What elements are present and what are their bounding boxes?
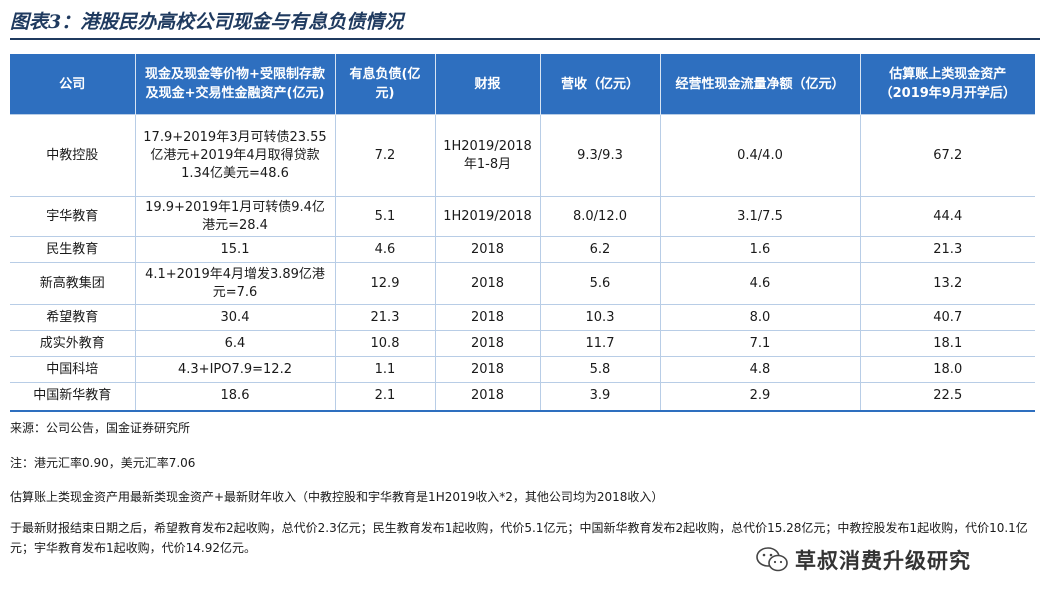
- header-revenue: 营收（亿元）: [540, 54, 661, 115]
- cell-estimated-cash: 18.1: [860, 330, 1035, 357]
- cell-report: 2018: [435, 304, 541, 331]
- acquisition-note: 于最新财报结束日期之后，希望教育发布2起收购，总代价2.3亿元；民生教育发布1起…: [10, 521, 1028, 555]
- cell-estimated-cash: 40.7: [860, 304, 1035, 331]
- cell-revenue: 8.0/12.0: [540, 196, 661, 237]
- cell-debt: 10.8: [335, 330, 436, 357]
- header-operating-cashflow: 经营性现金流量净额（亿元）: [660, 54, 861, 115]
- cell-operating-cashflow: 4.8: [660, 356, 861, 383]
- cell-revenue: 6.2: [540, 236, 661, 263]
- cell-report: 2018: [435, 356, 541, 383]
- cell-estimated-cash: 18.0: [860, 356, 1035, 383]
- fx-note: 注：港元汇率0.90，美元汇率7.06: [10, 456, 196, 470]
- cell-company: 中教控股: [10, 114, 136, 197]
- cell-report: 1H2019/2018年1-8月: [435, 114, 541, 197]
- cell-estimated-cash: 13.2: [860, 262, 1035, 305]
- figure-title: 图表3：港股民办高校公司现金与有息负债情况: [10, 11, 404, 33]
- wechat-icon: [756, 547, 788, 572]
- cell-company: 成实外教育: [10, 330, 136, 357]
- cell-report: 2018: [435, 236, 541, 263]
- table-row: 新高教集团 4.1+2019年4月增发3.89亿港元=7.6 12.9 2018…: [10, 262, 1035, 305]
- table-row: 民生教育 15.1 4.6 2018 6.2 1.6 21.3: [10, 236, 1035, 263]
- cell-company: 民生教育: [10, 236, 136, 263]
- cell-cash: 4.1+2019年4月增发3.89亿港元=7.6: [135, 262, 336, 305]
- cell-debt: 1.1: [335, 356, 436, 383]
- cell-company: 新高教集团: [10, 262, 136, 305]
- header-debt: 有息负债(亿元): [335, 54, 436, 115]
- cell-debt: 21.3: [335, 304, 436, 331]
- cell-company: 中国科培: [10, 356, 136, 383]
- account-watermark: 草叔消费升级研究: [755, 543, 971, 577]
- cell-report: 2018: [435, 262, 541, 305]
- table-row: 中教控股 17.9+2019年3月可转债23.55亿港元+2019年4月取得贷款…: [10, 114, 1035, 197]
- cell-estimated-cash: 44.4: [860, 196, 1035, 237]
- cell-revenue: 9.3/9.3: [540, 114, 661, 197]
- table-row: 中国科培 4.3+IPO7.9=12.2 1.1 2018 5.8 4.8 18…: [10, 356, 1035, 383]
- cell-report: 2018: [435, 382, 541, 412]
- cell-cash: 4.3+IPO7.9=12.2: [135, 356, 336, 383]
- company-cash-debt-table: 公司 现金及现金等价物+受限制存款及现金+交易性金融资产(亿元) 有息负债(亿元…: [10, 54, 1035, 412]
- cell-operating-cashflow: 1.6: [660, 236, 861, 263]
- title-divider: [10, 38, 1040, 40]
- cell-debt: 2.1: [335, 382, 436, 412]
- cell-company: 中国新华教育: [10, 382, 136, 412]
- header-report: 财报: [435, 54, 541, 115]
- cell-revenue: 11.7: [540, 330, 661, 357]
- cell-debt: 12.9: [335, 262, 436, 305]
- cell-cash: 18.6: [135, 382, 336, 412]
- cell-cash: 15.1: [135, 236, 336, 263]
- cell-report: 2018: [435, 330, 541, 357]
- header-company: 公司: [10, 54, 136, 115]
- watermark-text: 草叔消费升级研究: [795, 549, 971, 573]
- cell-operating-cashflow: 0.4/4.0: [660, 114, 861, 197]
- cell-revenue: 5.6: [540, 262, 661, 305]
- cell-estimated-cash: 21.3: [860, 236, 1035, 263]
- cell-company: 宇华教育: [10, 196, 136, 237]
- cell-operating-cashflow: 4.6: [660, 262, 861, 305]
- table-row: 宇华教育 19.9+2019年1月可转债9.4亿港元=28.4 5.1 1H20…: [10, 196, 1035, 237]
- cell-operating-cashflow: 8.0: [660, 304, 861, 331]
- cell-cash: 30.4: [135, 304, 336, 331]
- cell-operating-cashflow: 7.1: [660, 330, 861, 357]
- table-row: 中国新华教育 18.6 2.1 2018 3.9 2.9 22.5: [10, 382, 1035, 412]
- header-estimated-cash: 估算账上类现金资产（2019年9月开学后）: [860, 54, 1035, 115]
- cell-revenue: 3.9: [540, 382, 661, 412]
- cell-revenue: 10.3: [540, 304, 661, 331]
- cell-cash: 17.9+2019年3月可转债23.55亿港元+2019年4月取得贷款1.34亿…: [135, 114, 336, 197]
- cell-operating-cashflow: 3.1/7.5: [660, 196, 861, 237]
- cell-revenue: 5.8: [540, 356, 661, 383]
- table-header-row: 公司 现金及现金等价物+受限制存款及现金+交易性金融资产(亿元) 有息负债(亿元…: [10, 54, 1035, 115]
- table-row: 成实外教育 6.4 10.8 2018 11.7 7.1 18.1: [10, 330, 1035, 357]
- cell-debt: 5.1: [335, 196, 436, 237]
- cell-cash: 6.4: [135, 330, 336, 357]
- cell-debt: 7.2: [335, 114, 436, 197]
- cell-estimated-cash: 22.5: [860, 382, 1035, 412]
- source-note: 来源：公司公告，国金证券研究所: [10, 421, 191, 435]
- cell-debt: 4.6: [335, 236, 436, 263]
- cell-estimated-cash: 67.2: [860, 114, 1035, 197]
- cell-company: 希望教育: [10, 304, 136, 331]
- header-cash: 现金及现金等价物+受限制存款及现金+交易性金融资产(亿元): [135, 54, 336, 115]
- cell-cash: 19.9+2019年1月可转债9.4亿港元=28.4: [135, 196, 336, 237]
- table-row: 希望教育 30.4 21.3 2018 10.3 8.0 40.7: [10, 304, 1035, 331]
- method-note: 估算账上类现金资产用最新类现金资产+最新财年收入（中教控股和宇华教育是1H201…: [10, 490, 664, 504]
- cell-report: 1H2019/2018: [435, 196, 541, 237]
- cell-operating-cashflow: 2.9: [660, 382, 861, 412]
